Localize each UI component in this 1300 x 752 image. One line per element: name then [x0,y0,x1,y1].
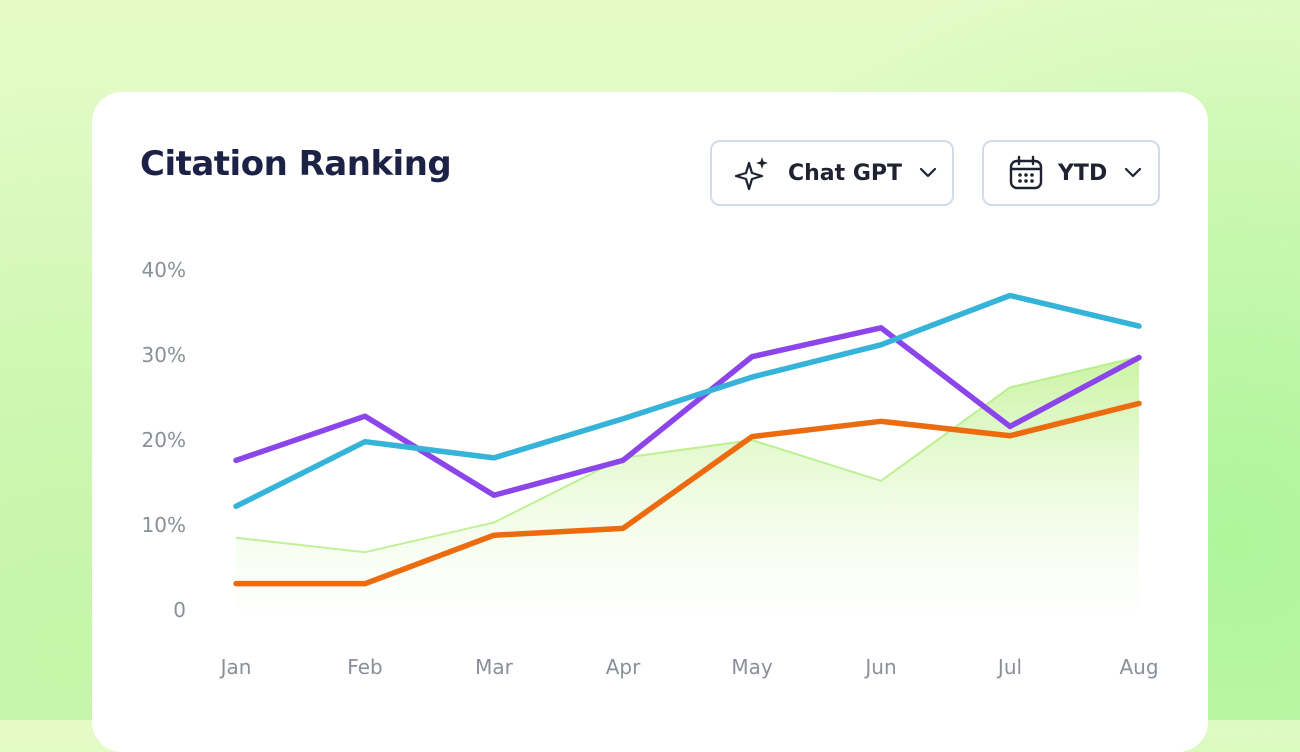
x-tick-label: Jul [996,655,1022,679]
model-select[interactable]: Chat GPT [710,140,954,206]
x-tick-label: May [731,655,773,679]
x-tick-label: Jun [863,655,896,679]
sparkle-icon [734,157,768,191]
chevron-down-icon [919,167,937,178]
model-select-label: Chat GPT [788,160,903,186]
y-tick-label: 20% [142,428,186,452]
calendar-icon [1009,155,1043,190]
y-tick-label: 10% [142,513,186,537]
x-tick-label: Jan [219,655,252,679]
y-tick-label: 0 [173,598,186,622]
x-tick-label: Apr [606,655,641,679]
x-tick-label: Feb [347,655,382,679]
chevron-down-icon [1125,167,1142,178]
series-line-1 [233,325,1142,498]
x-tick-label: Aug [1119,655,1158,679]
date-range-select[interactable]: YTD [982,140,1160,206]
x-tick-label: Mar [475,655,514,679]
area-series-edge [235,355,1140,554]
y-tick-label: 30% [142,343,186,367]
series-line-2 [233,292,1142,510]
date-range-label: YTD [1058,160,1108,186]
page-title: Citation Ranking [140,144,452,184]
y-tick-label: 40% [142,258,186,282]
citation-ranking-chart: 40% 30% 20% 10% 0 Jan Feb Mar Apr May Jun Jul Aug [142,258,1159,679]
chart-card: Citation Ranking Chat GPT YTD [92,92,1208,752]
series-line-3 [233,400,1142,587]
